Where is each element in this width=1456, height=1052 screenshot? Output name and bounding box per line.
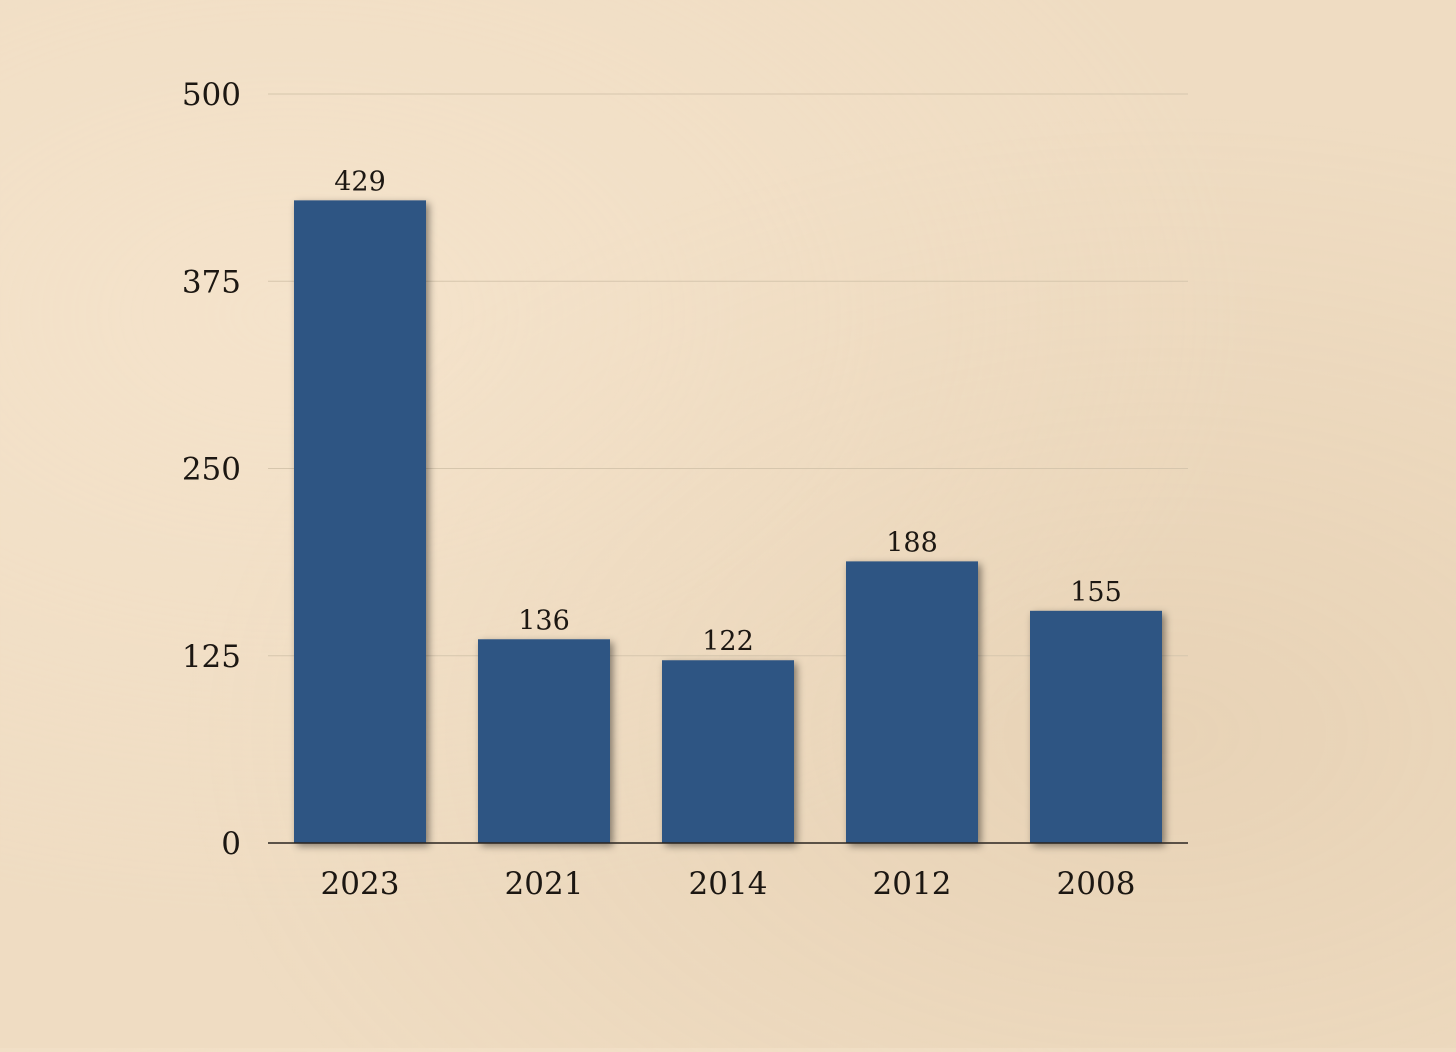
bar-value-label: 155 [1070,577,1122,608]
bar-2023 [294,200,426,843]
bar-2021 [478,639,610,843]
bar-2014 [662,660,794,843]
bar-value-label: 122 [702,626,754,657]
y-tick-label: 375 [182,264,241,300]
bar-2008 [1030,610,1162,843]
y-axis-tick-labels: 0 125 250 375 500 [182,77,241,862]
y-tick-label: 125 [182,639,241,675]
x-tick-label: 2008 [1057,866,1136,902]
x-tick-label: 2012 [873,866,952,902]
bar-value-labels: 429 136 122 188 155 [334,166,1122,657]
x-tick-label: 2023 [321,866,400,902]
bar-value-label: 188 [886,527,938,558]
bar-2012 [846,561,978,843]
y-tick-label: 0 [221,826,241,862]
x-tick-label: 2021 [505,866,584,902]
bars [294,200,1162,843]
bar-value-label: 136 [518,605,570,636]
x-tick-label: 2014 [689,866,768,902]
bar-value-label: 429 [334,166,386,197]
y-tick-label: 500 [182,77,241,113]
x-axis-tick-labels: 2023 2021 2014 2012 2008 [321,866,1136,902]
y-tick-label: 250 [182,452,241,488]
